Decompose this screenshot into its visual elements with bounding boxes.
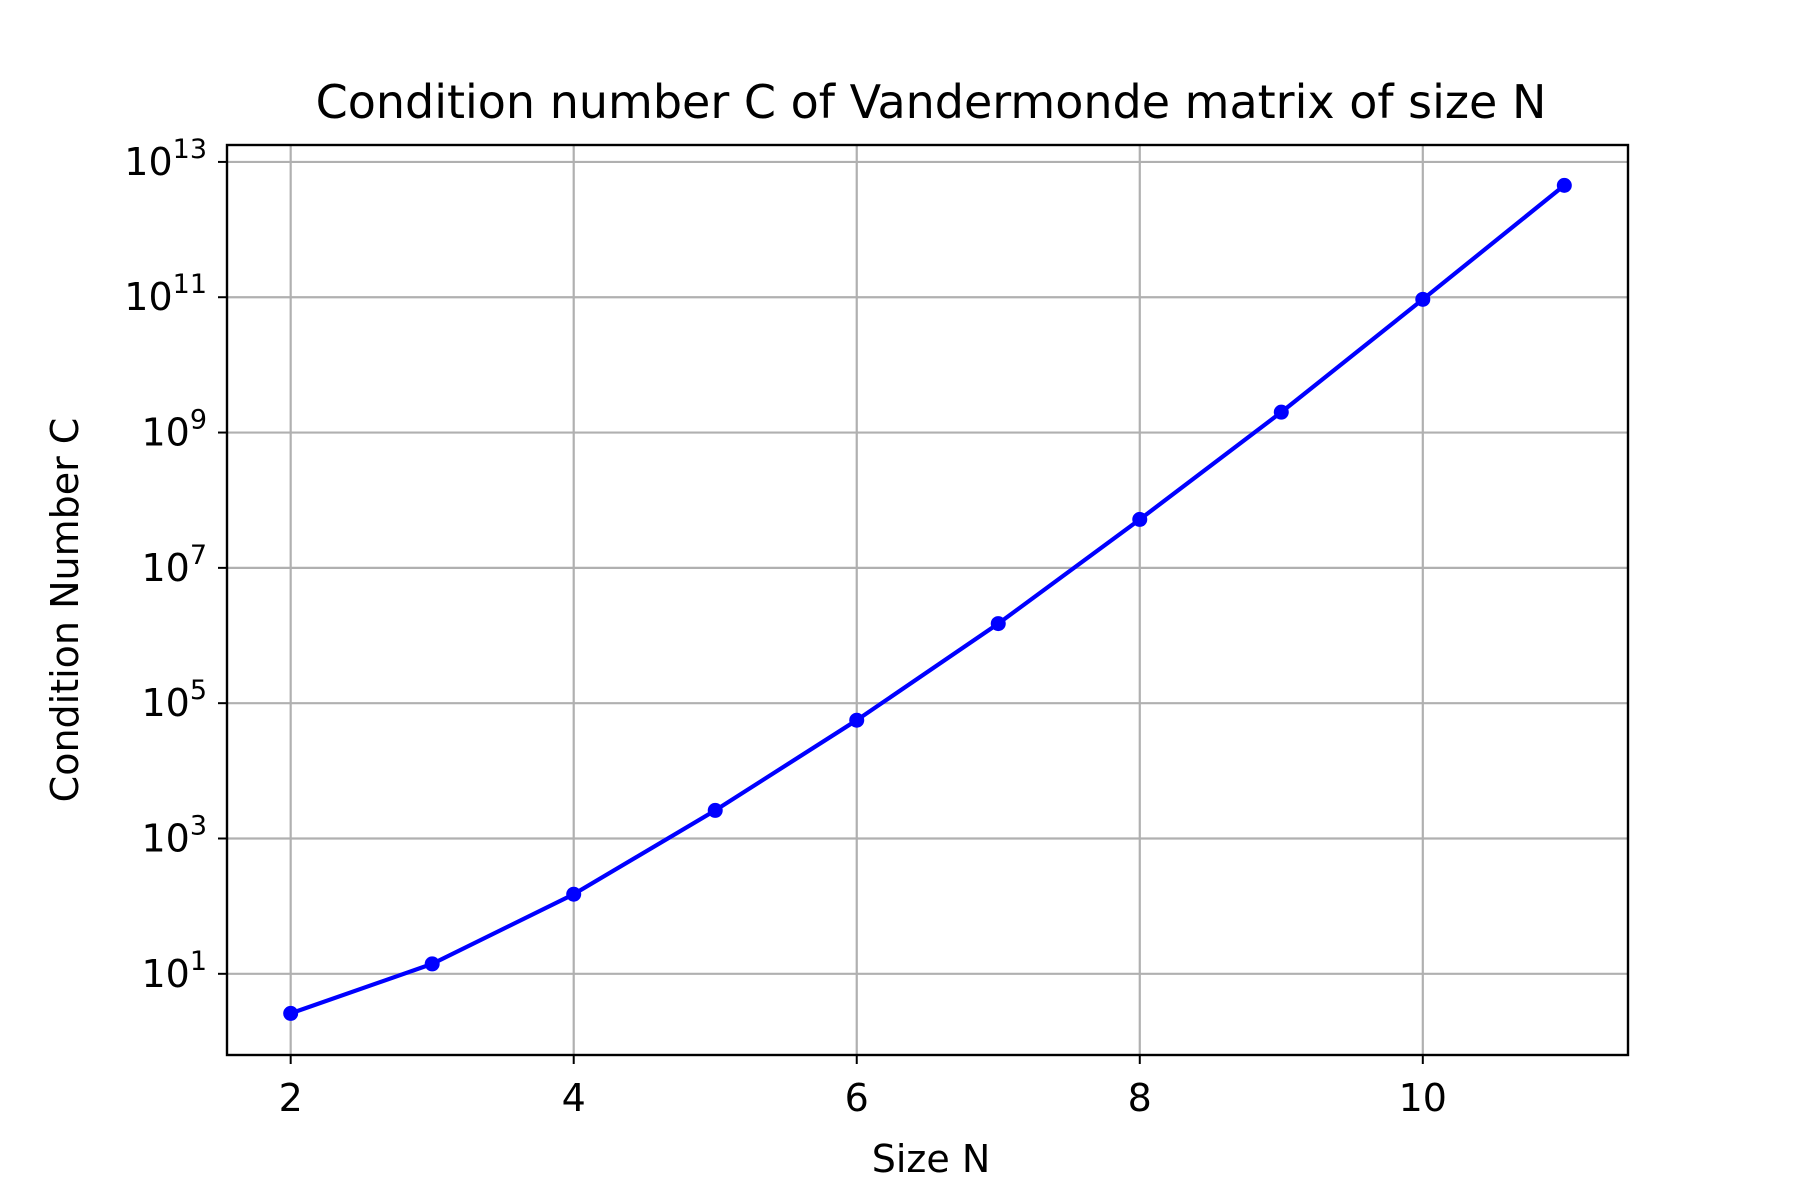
x-tick-label: 8 [1128,1076,1152,1120]
plot-frame [225,143,1630,1057]
data-point [849,712,865,728]
y-tick-label-base: 10 [141,546,189,590]
x-tick-label: 4 [562,1076,586,1120]
data-point [1556,177,1572,193]
data-point [990,616,1006,632]
series-layer [283,177,1572,1021]
y-tick-label-base: 10 [141,952,189,996]
y-tick-label-base: 10 [141,681,189,725]
y-tick-label: 105 [141,675,207,725]
y-tick-label-base: 10 [141,411,189,455]
data-point [283,1005,299,1021]
y-tick-label: 101 [141,946,207,996]
y-tick-label-base: 10 [124,275,172,319]
y-tick-label: 1011 [124,269,207,319]
y-tick-label: 1013 [124,134,207,184]
y-tick-label: 103 [141,810,207,860]
x-tick-label: 2 [279,1076,303,1120]
y-tick-label: 107 [141,540,207,590]
y-tick-label-exponent: 1 [190,946,207,977]
y-tick-label-exponent: 9 [190,405,207,436]
y-tick-label-base: 10 [124,140,172,184]
chart-title: Condition number C of Vandermonde matrix… [316,75,1547,129]
y-tick-label: 109 [141,405,207,455]
data-point [1415,291,1431,307]
grid [227,145,1628,1055]
data-point [566,886,582,902]
y-tick-label-exponent: 11 [173,269,207,300]
x-tick-label: 10 [1399,1076,1447,1120]
y-tick-label-exponent: 7 [190,540,207,571]
y-tick-label-exponent: 13 [173,134,207,165]
x-axis-label: Size N [872,1137,991,1181]
y-tick-label-exponent: 5 [190,675,207,706]
data-point [1273,404,1289,420]
y-tick-label-exponent: 3 [190,810,207,841]
y-axis-label: Condition Number C [43,418,87,803]
series-line [290,183,1566,1016]
x-tick-label: 6 [845,1076,869,1120]
data-point [1132,511,1148,527]
y-tick-label-base: 10 [141,816,189,860]
data-point [707,802,723,818]
data-point [424,956,440,972]
